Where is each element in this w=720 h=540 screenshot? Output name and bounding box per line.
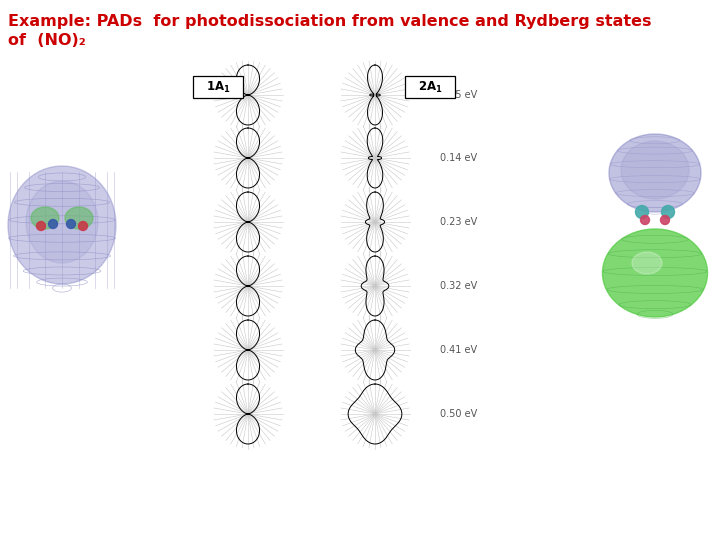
Ellipse shape [609,134,701,212]
Circle shape [660,215,670,225]
Text: 0.41 eV: 0.41 eV [440,345,477,355]
Ellipse shape [603,229,708,317]
Text: of  (NO)₂: of (NO)₂ [8,33,86,48]
FancyBboxPatch shape [193,76,243,98]
Ellipse shape [632,252,662,274]
Ellipse shape [26,181,98,263]
Ellipse shape [621,141,689,199]
Text: Example: PADs  for photodissociation from valence and Rydberg states: Example: PADs for photodissociation from… [8,14,652,29]
Circle shape [48,219,58,228]
Ellipse shape [65,207,93,229]
Circle shape [662,206,675,219]
Circle shape [78,221,88,231]
Circle shape [636,206,649,219]
Ellipse shape [8,166,116,284]
Text: 0.32 eV: 0.32 eV [440,281,477,291]
Circle shape [37,221,45,231]
Text: $\mathbf{1A_1}$: $\mathbf{1A_1}$ [206,79,230,94]
Text: 0.14 eV: 0.14 eV [440,153,477,163]
Ellipse shape [31,207,59,229]
Circle shape [641,215,649,225]
FancyBboxPatch shape [405,76,455,98]
Text: 0.23 eV: 0.23 eV [440,217,477,227]
Circle shape [66,219,76,228]
Text: $\mathbf{2A_1}$: $\mathbf{2A_1}$ [418,79,442,94]
Text: 0.50 eV: 0.50 eV [440,409,477,419]
Text: 0.05 eV: 0.05 eV [440,90,477,100]
